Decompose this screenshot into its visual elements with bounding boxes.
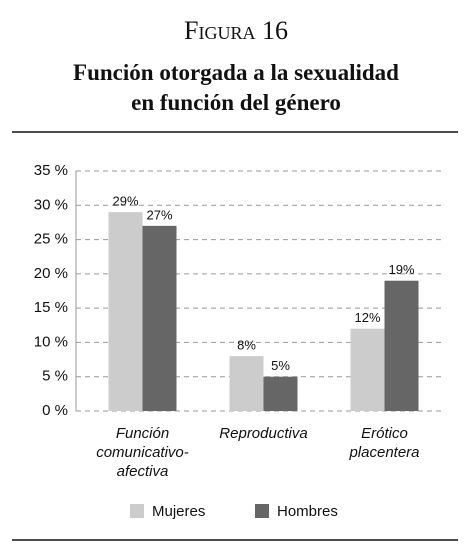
legend-label: Hombres <box>277 503 338 520</box>
y-tick-label: 5 % <box>42 368 68 385</box>
bar <box>108 212 143 411</box>
x-tick-label: Reproductiva <box>219 425 308 442</box>
x-tick-label: Función comunicativo- afectiva <box>96 425 189 480</box>
x-tick-label: Erótico placentera <box>349 425 420 461</box>
figure-label: Figura 16 <box>184 16 288 45</box>
bar <box>229 356 264 411</box>
value-label: 12% <box>354 310 380 325</box>
bar <box>263 376 298 411</box>
bar <box>350 328 385 411</box>
value-label: 8% <box>237 338 256 353</box>
value-label: 29% <box>112 194 138 209</box>
value-label: 19% <box>388 262 414 277</box>
chart-title: Función otorgada a la sexualidad en func… <box>73 60 399 115</box>
y-tick-label: 20 % <box>34 265 68 282</box>
y-tick-label: 35 % <box>34 162 68 179</box>
y-tick-label: 0 % <box>42 402 68 419</box>
bar <box>142 225 177 411</box>
value-label: 27% <box>146 207 172 222</box>
legend-label: Mujeres <box>152 503 205 520</box>
y-tick-label: 10 % <box>34 333 68 350</box>
legend-swatch <box>255 504 269 518</box>
y-tick-label: 25 % <box>34 231 68 248</box>
value-label: 5% <box>271 358 290 373</box>
y-tick-label: 30 % <box>34 196 68 213</box>
legend-swatch <box>130 504 144 518</box>
bar <box>384 280 419 411</box>
y-tick-label: 15 % <box>34 299 68 316</box>
